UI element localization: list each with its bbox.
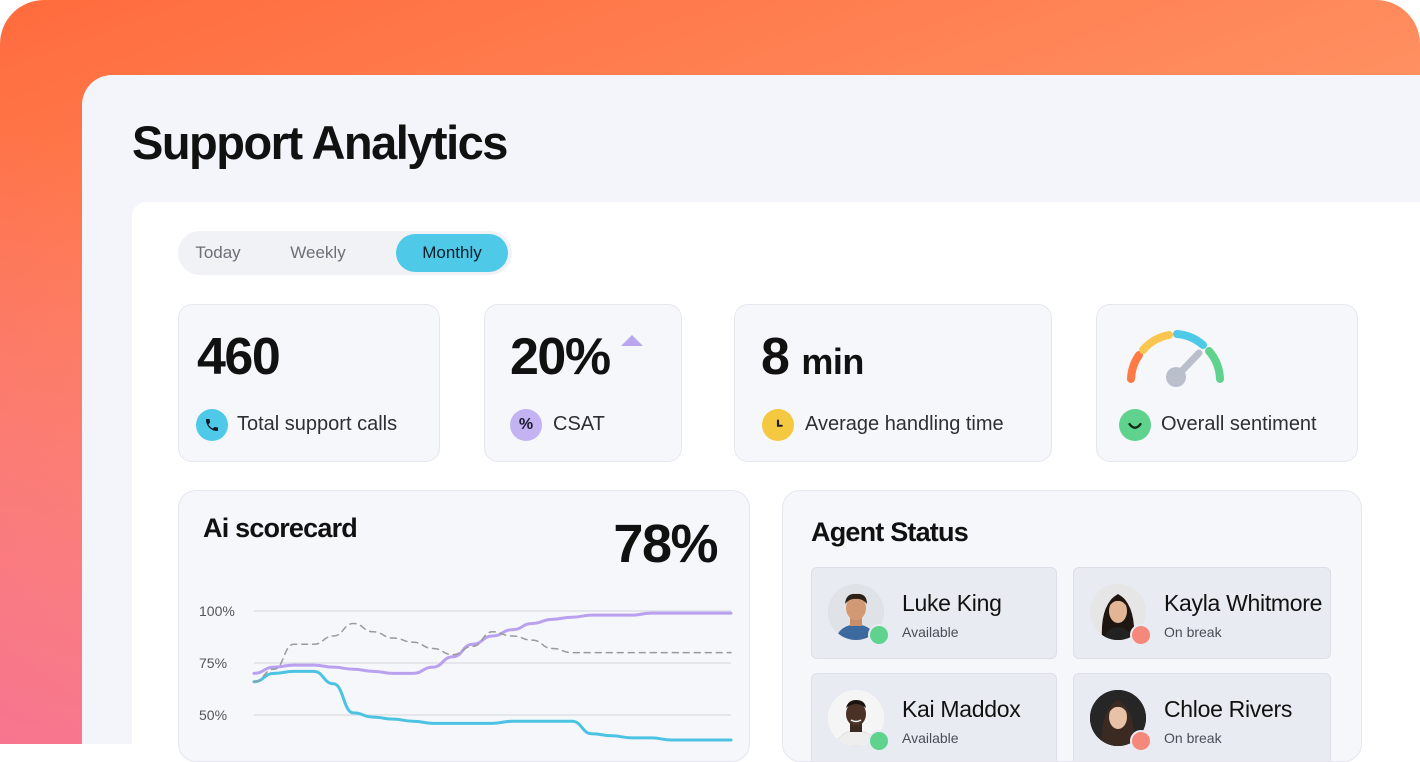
aht-number: 8 bbox=[761, 328, 790, 386]
percent-icon: % bbox=[510, 409, 542, 441]
period-tabs: Today Weekly Monthly bbox=[178, 231, 512, 275]
agent-status: On break bbox=[1164, 624, 1222, 640]
available-status-dot bbox=[868, 730, 890, 752]
tab-today[interactable]: Today bbox=[195, 243, 241, 262]
sentiment-gauge-icon bbox=[1127, 330, 1224, 387]
available-status-dot bbox=[868, 624, 890, 646]
up-triangle-icon bbox=[621, 335, 643, 346]
csat-label: CSAT bbox=[553, 413, 605, 435]
agent-card-chloe-rivers[interactable]: Chloe Rivers On break bbox=[1073, 673, 1331, 761]
agent-card-kayla-whitmore[interactable]: Kayla Whitmore On break bbox=[1073, 567, 1331, 659]
series-line-1 bbox=[252, 669, 733, 742]
agent-name: Kayla Whitmore bbox=[1164, 590, 1323, 616]
aht-unit: min bbox=[801, 341, 864, 382]
sentiment-label: Overall sentiment bbox=[1161, 413, 1317, 435]
csat-card[interactable]: 20% % CSAT bbox=[484, 304, 682, 462]
agent-status-title: Agent Status bbox=[811, 517, 969, 547]
phone-icon bbox=[196, 409, 228, 441]
tab-monthly[interactable]: Monthly bbox=[396, 234, 508, 272]
agent-status: On break bbox=[1164, 730, 1222, 746]
dashboard-card: Today Weekly Monthly 460 Total support c… bbox=[132, 202, 1420, 762]
agent-name: Chloe Rivers bbox=[1164, 696, 1293, 722]
scorecard-title: Ai scorecard bbox=[203, 513, 358, 543]
total-calls-label: Total support calls bbox=[237, 413, 398, 435]
on-break-status-dot bbox=[1130, 624, 1152, 646]
agent-status: Available bbox=[902, 624, 959, 640]
tab-weekly[interactable]: Weekly bbox=[290, 243, 346, 262]
agent-status-card: Agent Status Luke King Available bbox=[782, 490, 1362, 762]
agent-name: Kai Maddox bbox=[902, 696, 1021, 722]
scorecard-percent: 78% bbox=[613, 514, 718, 574]
series-line-2 bbox=[253, 622, 732, 683]
scorecard-chart: 100% 75% 50% bbox=[199, 603, 733, 742]
aht-label: Average handling time bbox=[805, 413, 1004, 435]
agent-name: Luke King bbox=[902, 590, 1002, 616]
sentiment-card[interactable]: Overall sentiment bbox=[1096, 304, 1358, 462]
on-break-status-dot bbox=[1130, 730, 1152, 752]
aht-value: 8 min bbox=[761, 327, 864, 387]
agent-card-kai-maddox[interactable]: Kai Maddox Available bbox=[811, 673, 1057, 761]
agent-status: Available bbox=[902, 730, 959, 746]
y-tick-label: 50% bbox=[199, 707, 227, 723]
y-tick-label: 75% bbox=[199, 655, 227, 671]
csat-value: 20% bbox=[510, 328, 611, 386]
clock-icon bbox=[762, 409, 794, 441]
series-line-0 bbox=[252, 611, 733, 675]
page-title: Support Analytics bbox=[132, 116, 508, 169]
aht-card[interactable]: 8 min Average handling time bbox=[734, 304, 1052, 462]
total-calls-value: 460 bbox=[197, 328, 281, 386]
ai-scorecard-card: Ai scorecard 78% 100% 75% 50% bbox=[178, 490, 750, 762]
dashboard-panel: Support Analytics Today Weekly Monthly 4… bbox=[82, 75, 1420, 762]
smile-icon bbox=[1119, 409, 1151, 441]
agent-card-luke-king[interactable]: Luke King Available bbox=[811, 567, 1057, 659]
total-calls-card[interactable]: 460 Total support calls bbox=[178, 304, 440, 462]
y-tick-label: 100% bbox=[199, 603, 235, 619]
